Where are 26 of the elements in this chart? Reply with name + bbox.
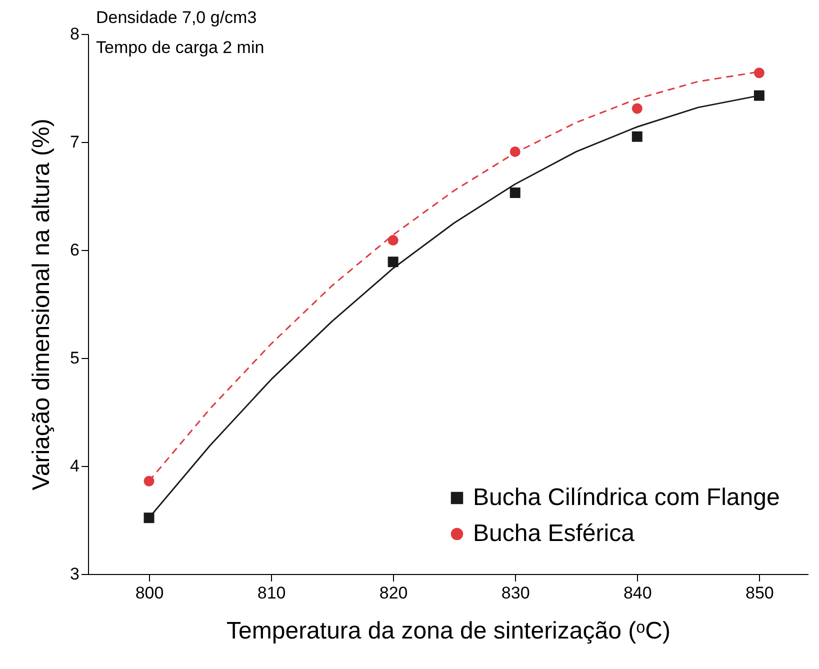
y-tick-label: 8 xyxy=(70,24,80,44)
point xyxy=(510,188,520,198)
y-tick-label: 3 xyxy=(70,564,80,584)
legend-label: Bucha Esférica xyxy=(473,520,636,547)
x-tick-label: 840 xyxy=(623,584,652,602)
y-tick-label: 4 xyxy=(70,456,80,476)
point xyxy=(388,235,398,246)
point xyxy=(754,68,764,78)
annotation: Tempo de carga 2 min xyxy=(96,38,264,57)
x-tick-label: 820 xyxy=(379,584,408,602)
point xyxy=(632,131,642,142)
text: Densidade 7,0 g/cm3 xyxy=(96,8,257,27)
point xyxy=(754,90,764,101)
x-tick-label: 830 xyxy=(501,584,530,602)
x-axis-title: Temperatura da zona de sinterização (ᵒC) xyxy=(226,618,670,644)
y-axis-title: Variação dimensional na altura (%) xyxy=(28,118,56,490)
y-tick-label: 6 xyxy=(70,240,80,260)
y-tick-label: 7 xyxy=(70,132,80,152)
x-tick-label: 850 xyxy=(746,584,774,602)
point xyxy=(388,256,398,268)
y-tick-label: 5 xyxy=(70,348,80,368)
x-tick-label: 810 xyxy=(257,584,286,602)
point xyxy=(144,512,154,524)
x-tick-label: 800 xyxy=(135,584,164,602)
legend-label: Bucha Cilíndrica com Flange xyxy=(473,484,780,511)
point xyxy=(632,103,642,114)
